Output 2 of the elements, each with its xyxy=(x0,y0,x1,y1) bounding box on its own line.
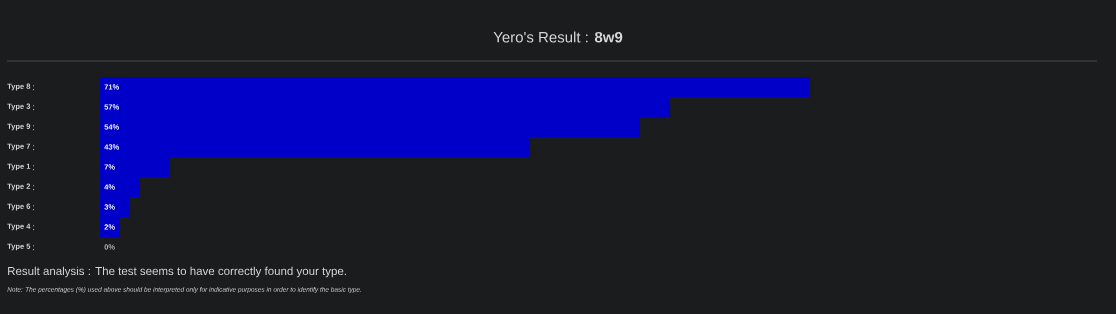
chart-title: Yero's Result : 8w9 xyxy=(493,31,623,43)
text: Result analysis : The test seems to have correctly found your type. xyxy=(8,266,346,278)
